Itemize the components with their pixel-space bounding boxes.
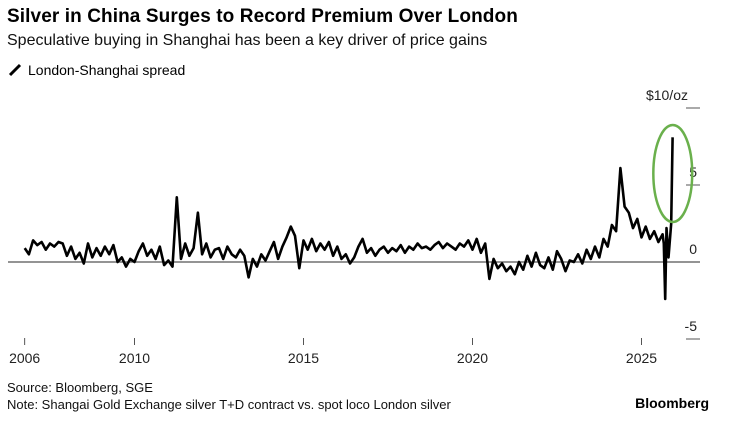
legend: London-Shanghai spread xyxy=(8,62,185,78)
y-tick-label: 0 xyxy=(689,241,697,257)
footnote: Note: Shangai Gold Exchange silver T+D c… xyxy=(7,397,451,412)
legend-label: London-Shanghai spread xyxy=(28,62,186,78)
chart-title: Silver in China Surges to Record Premium… xyxy=(7,6,518,27)
y-tick-label: -5 xyxy=(685,318,698,334)
x-tick-label: 2020 xyxy=(457,350,488,366)
x-tick-label: 2015 xyxy=(288,350,319,366)
x-tick-label: 2025 xyxy=(626,350,657,366)
y-tick-label: $10/oz xyxy=(646,87,688,103)
chart-subtitle: Speculative buying in Shanghai has been … xyxy=(7,32,488,49)
x-tick-label: 2006 xyxy=(9,350,40,366)
source-note: Source: Bloomberg, SGE xyxy=(7,380,153,395)
highlight-ellipse xyxy=(652,123,694,224)
legend-line-icon xyxy=(8,63,22,77)
spread-line xyxy=(23,137,674,301)
x-tick-label: 2010 xyxy=(119,350,150,366)
bloomberg-logo: Bloomberg xyxy=(635,395,709,411)
